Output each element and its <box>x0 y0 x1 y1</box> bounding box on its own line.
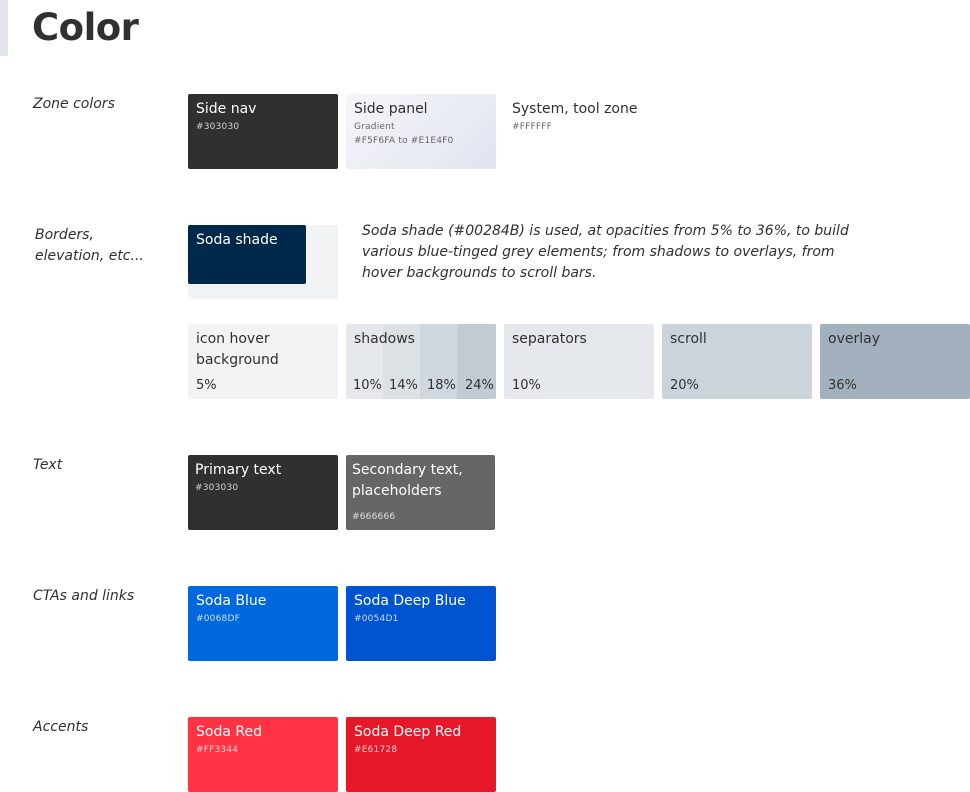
swatch-hex: #FF3344 <box>196 745 239 755</box>
swatch-name: Soda Blue <box>196 593 267 609</box>
title-accent-bar <box>0 0 8 56</box>
swatch-name: Soda Deep Blue <box>354 593 466 609</box>
swatch-pct: 18% <box>427 378 456 393</box>
side-nav-swatch: Side nav #303030 <box>188 94 338 169</box>
swatch-name: Secondary text, placeholders <box>352 462 463 499</box>
swatch-pct: 5% <box>196 378 217 393</box>
shadows-swatch: 10% 14% 18% 24% shadows <box>346 324 496 399</box>
swatch-hex: #0054D1 <box>354 614 399 624</box>
swatch-pct: 10% <box>353 378 382 393</box>
swatch-pct: 24% <box>465 378 494 393</box>
borders-label: Borders, elevation, etc... <box>35 227 144 264</box>
soda-blue-swatch: Soda Blue #0068DF <box>188 586 338 661</box>
swatch-name: icon hover background <box>196 331 279 368</box>
swatch-pct: 14% <box>389 378 418 393</box>
text-label: Text <box>33 457 63 473</box>
soda-deep-blue-swatch: Soda Deep Blue #0054D1 <box>346 586 496 661</box>
swatch-name: Soda Deep Red <box>354 724 462 740</box>
swatch-name: Soda shade <box>196 232 278 248</box>
swatch-name: Soda Red <box>196 724 262 740</box>
swatch-pct: 20% <box>670 378 699 393</box>
soda-red-swatch: Soda Red #FF3344 <box>188 717 338 792</box>
swatch-name: System, tool zone <box>512 101 638 117</box>
swatch-name: Side panel <box>354 101 428 117</box>
side-panel-swatch: Side panel Gradient #F5F6FA to #E1E4F0 <box>346 94 496 169</box>
secondary-text-swatch: Secondary text, placeholders #666666 <box>346 455 495 530</box>
swatch-sub: Gradient <box>354 122 395 132</box>
swatch-hex: #666666 <box>352 512 396 522</box>
swatch-hex: #0068DF <box>196 614 240 624</box>
overlay-swatch: overlay 36% <box>820 324 970 399</box>
swatch-hex: #303030 <box>196 122 240 132</box>
soda-deep-red-swatch: Soda Deep Red #E61728 <box>346 717 496 792</box>
soda-shade-swatch: Soda shade <box>188 225 306 284</box>
swatch-hex: #FFFFFF <box>512 122 553 132</box>
swatch-hex: #303030 <box>195 483 239 493</box>
icon-hover-swatch: icon hover background 5% <box>188 324 338 399</box>
swatch-pct: 10% <box>512 378 541 393</box>
swatch-name: Side nav <box>196 101 257 117</box>
primary-text-swatch: Primary text #303030 <box>188 455 338 530</box>
separators-swatch: separators 10% <box>504 324 654 399</box>
soda-shade-description: Soda shade (#00284B) is used, at opaciti… <box>362 223 849 281</box>
shadow-14-segment: 14% <box>383 324 420 399</box>
zone-colors-label: Zone colors <box>33 96 115 112</box>
shadow-18-segment: 18% <box>420 324 457 399</box>
accents-label: Accents <box>33 719 89 735</box>
scroll-swatch: scroll 20% <box>662 324 812 399</box>
page-title: Color <box>32 6 139 49</box>
swatch-hex: #E61728 <box>354 745 398 755</box>
shadow-10-segment: 10% <box>346 324 383 399</box>
swatch-name: separators <box>512 331 587 347</box>
swatch-name: Primary text <box>195 462 282 478</box>
swatch-hex: #F5F6FA to #E1E4F0 <box>354 136 454 146</box>
shadow-24-segment: 24% <box>457 324 496 399</box>
swatch-name: overlay <box>828 331 880 347</box>
ctas-label: CTAs and links <box>33 588 135 604</box>
swatch-name: shadows <box>354 331 415 347</box>
swatch-pct: 36% <box>828 378 857 393</box>
swatch-name: scroll <box>670 331 707 347</box>
system-zone-swatch: System, tool zone #FFFFFF <box>504 94 684 169</box>
